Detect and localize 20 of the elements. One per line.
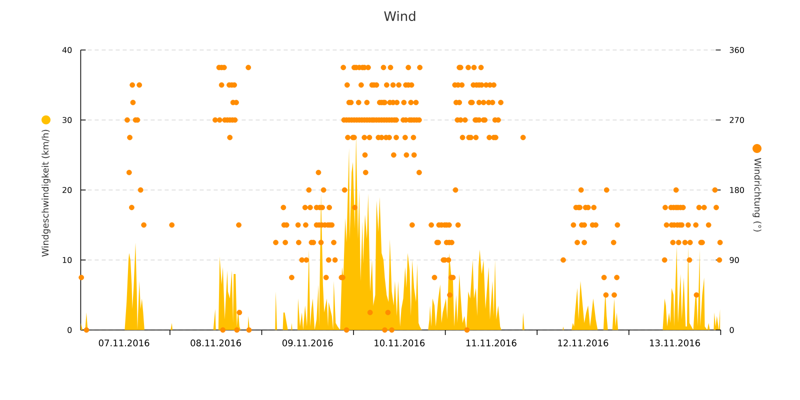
- y2-tick-label: 360: [730, 46, 744, 54]
- y-tick-label: 40: [62, 46, 72, 54]
- y2-tick-label: 180: [730, 186, 744, 194]
- x-tick-label: 11.11.2016: [466, 340, 516, 346]
- chart-title: Wind: [384, 10, 416, 22]
- x-tick-label: 09.11.2016: [282, 340, 333, 346]
- x-tick-label: 08.11.2016: [190, 340, 242, 346]
- y-axis-title: Windgeschwindigkeit (km/h): [42, 130, 50, 257]
- y-tick-label: 10: [62, 256, 72, 264]
- x-tick-label: 10.11.2016: [374, 340, 425, 346]
- y2-tick-label: 270: [730, 116, 744, 124]
- x-tick-label: 07.11.2016: [98, 340, 150, 346]
- y-tick-label: 20: [62, 186, 72, 194]
- y2-tick-label: 0: [730, 326, 734, 334]
- x-tick-label: 13.11.2016: [650, 340, 700, 346]
- y2-axis-title: Windrichtung (°): [752, 158, 762, 232]
- y-tick-label: 0: [68, 326, 72, 334]
- x-tick-label: 12.11.2016: [558, 340, 608, 346]
- y-tick-label: 30: [62, 116, 72, 124]
- y2-tick-label: 90: [730, 256, 739, 264]
